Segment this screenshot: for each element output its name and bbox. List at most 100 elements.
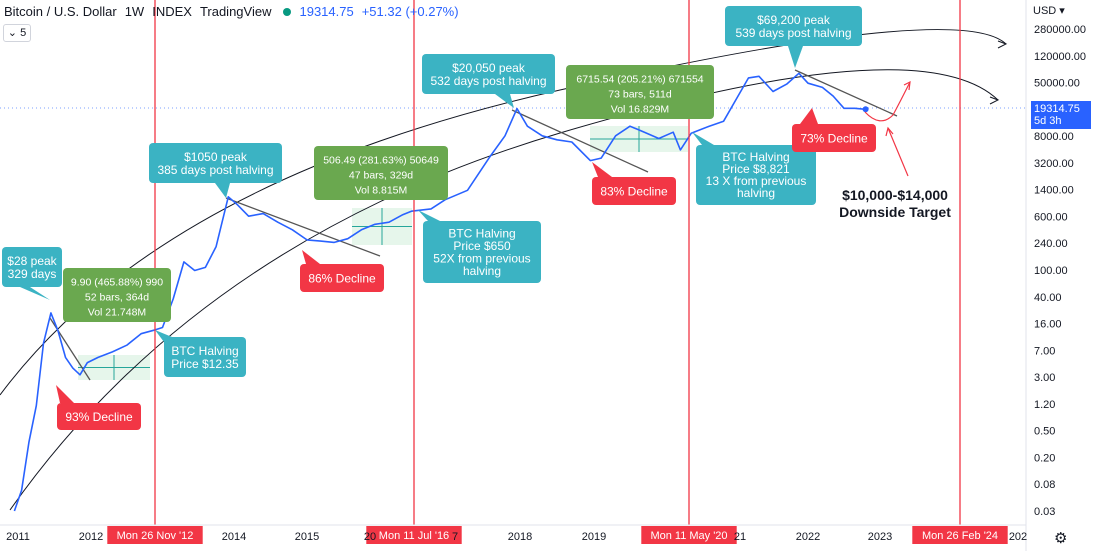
decline-callout-2-bg xyxy=(300,264,384,292)
decline-callout-2-tail xyxy=(302,250,320,264)
peak-callout-2017-text: $20,050 peak xyxy=(452,61,526,75)
measure-box-2012-text: Vol 21.748M xyxy=(88,307,146,319)
x-tick-label: 2014 xyxy=(222,531,246,543)
measure-box-2012-bg xyxy=(63,268,171,322)
decline-callout-1: 93% Decline xyxy=(56,385,141,430)
halving-callout-2016-text: halving xyxy=(463,264,501,278)
chart-header: Bitcoin / U.S. Dollar 1W INDEX TradingVi… xyxy=(4,4,467,19)
source-label: INDEX xyxy=(152,4,192,19)
decline-callout-2-text: 86% Decline xyxy=(308,272,376,286)
x-tick-label: 2015 xyxy=(295,531,319,543)
y-tick-label: 0.03 xyxy=(1034,506,1055,518)
bar-countdown: 5d 3h xyxy=(1034,115,1062,127)
measure-box-2020-text: 6715.54 (205.21%) 671554 xyxy=(576,74,703,86)
price-series xyxy=(13,72,911,512)
header-change: +51.32 (+0.27%) xyxy=(361,4,459,19)
decline-callout-4: 73% Decline xyxy=(792,108,876,152)
x-tick-label: 2023 xyxy=(868,531,892,543)
halving-callout-2012-text: Price $12.35 xyxy=(171,357,239,371)
peak-callout-2017-text: 532 days post halving xyxy=(430,74,546,88)
symbol-name[interactable]: Bitcoin / U.S. Dollar xyxy=(4,4,117,19)
decline-callout-1-bg xyxy=(57,403,141,430)
y-tick-label: 3.00 xyxy=(1034,372,1055,384)
halving-date-label: Mon 26 Nov '12 xyxy=(117,530,194,542)
halving-date-label: Mon 11 Jul '16 xyxy=(379,530,449,542)
x-tick-label: 7 xyxy=(452,531,458,543)
platform-label: TradingView xyxy=(199,4,272,19)
measure-tools xyxy=(78,126,688,380)
x-tick-label: 2011 xyxy=(6,531,30,543)
decline-callout-3-bg xyxy=(592,177,676,205)
halving-callout-2016-bg xyxy=(423,221,541,283)
halving-date-badge xyxy=(912,526,1008,544)
channel-lower xyxy=(9,69,999,511)
measure-box-2012: 9.90 (465.88%) 990 52 bars, 364d Vol 21.74… xyxy=(63,268,171,322)
peak-callout-2017-bg xyxy=(422,54,555,94)
y-tick-label: 120000.00 xyxy=(1034,51,1086,63)
y-tick-label: 1.20 xyxy=(1034,399,1055,411)
peak-callout-2013a-bg xyxy=(2,247,62,287)
chevron-down-icon: ⌄ xyxy=(7,27,18,39)
peak-callout-2013-text: 385 days post halving xyxy=(157,163,273,177)
decline-callout-3-text: 83% Decline xyxy=(600,185,668,199)
halving-lines: Mon 26 Nov '12 Mon 11 Jul '16 Mon 11 May '… xyxy=(107,0,1008,544)
price-line xyxy=(13,72,866,512)
interval-label[interactable]: 1W xyxy=(124,4,145,19)
peak-callout-2013-text: $1050 peak xyxy=(184,150,248,164)
peak-callout-2021-text: 539 days post halving xyxy=(735,26,851,40)
peak-callout-2021-tail xyxy=(788,46,803,68)
peak-callout-2021-bg xyxy=(725,6,862,46)
measure-box-2012-text: 52 bars, 364d xyxy=(85,292,149,304)
measure-box-2020-text: 73 bars, 511d xyxy=(608,89,672,101)
halving-callout-2012-bg xyxy=(164,337,246,377)
last-price-badge: 19314.75 5d 3h xyxy=(1031,101,1091,129)
market-status-icon xyxy=(283,7,292,16)
arrow-head-icon xyxy=(903,80,911,91)
decline-trend-line xyxy=(225,197,381,257)
halving-date-badge xyxy=(107,526,203,544)
x-tick-label: 2022 xyxy=(796,531,820,543)
currency-selector[interactable]: USD ▾ xyxy=(1033,5,1065,17)
peak-callout-2013a-text: $28 peak xyxy=(7,254,57,268)
x-tick-label: 2019 xyxy=(582,531,606,543)
target-pointer xyxy=(887,127,909,177)
y-tick-label: 0.50 xyxy=(1034,426,1055,438)
x-tick-label: 20 xyxy=(364,531,376,543)
decline-callout-4-text: 73% Decline xyxy=(800,132,868,146)
y-tick-label: 3200.00 xyxy=(1034,158,1074,170)
x-tick-label: 21 xyxy=(734,531,746,543)
gear-icon[interactable]: ⚙ xyxy=(1054,530,1068,547)
decline-trend-line xyxy=(794,69,898,117)
target-label-line2: Downside Target xyxy=(839,204,951,220)
measure-box-2016-bg xyxy=(314,146,448,200)
decline-callout-3-tail xyxy=(592,162,612,177)
halving-date-label: Mon 11 May '20 xyxy=(650,530,727,542)
projection-path xyxy=(864,81,911,122)
measure-box-2016-text: 506.49 (281.63%) 50649 xyxy=(323,155,439,167)
measure-box-2016-text: 47 bars, 329d xyxy=(349,170,413,182)
halving-callout-2016-tail xyxy=(418,210,440,221)
halving-callout-2012-text: BTC Halving xyxy=(171,344,238,358)
arrow-head-icon xyxy=(997,40,1008,49)
measure-box-2020-text: Vol 16.829M xyxy=(611,104,669,116)
y-tick-label: 16.00 xyxy=(1034,319,1062,331)
peak-callout-2013a-tail xyxy=(20,287,50,300)
indicator-collapse-button[interactable]: ⌄ 5 xyxy=(3,24,31,42)
halving-callout-2016-text: 52X from previous xyxy=(433,252,530,266)
y-tick-label: 240.00 xyxy=(1034,238,1068,250)
halving-callout-2012-tail xyxy=(155,330,172,342)
y-tick-label: 280000.00 xyxy=(1034,24,1086,36)
halving-callout-2016-text: Price $650 xyxy=(453,239,511,253)
measure-box-2020: 6715.54 (205.21%) 671554 73 bars, 511d Vol… xyxy=(566,65,714,119)
halving-callout-2016-text: BTC Halving xyxy=(448,227,515,241)
target-label-line1: $10,000-$14,000 xyxy=(842,187,948,203)
x-tick-label: 202 xyxy=(1009,531,1027,543)
decline-callout-4-tail xyxy=(800,108,818,124)
